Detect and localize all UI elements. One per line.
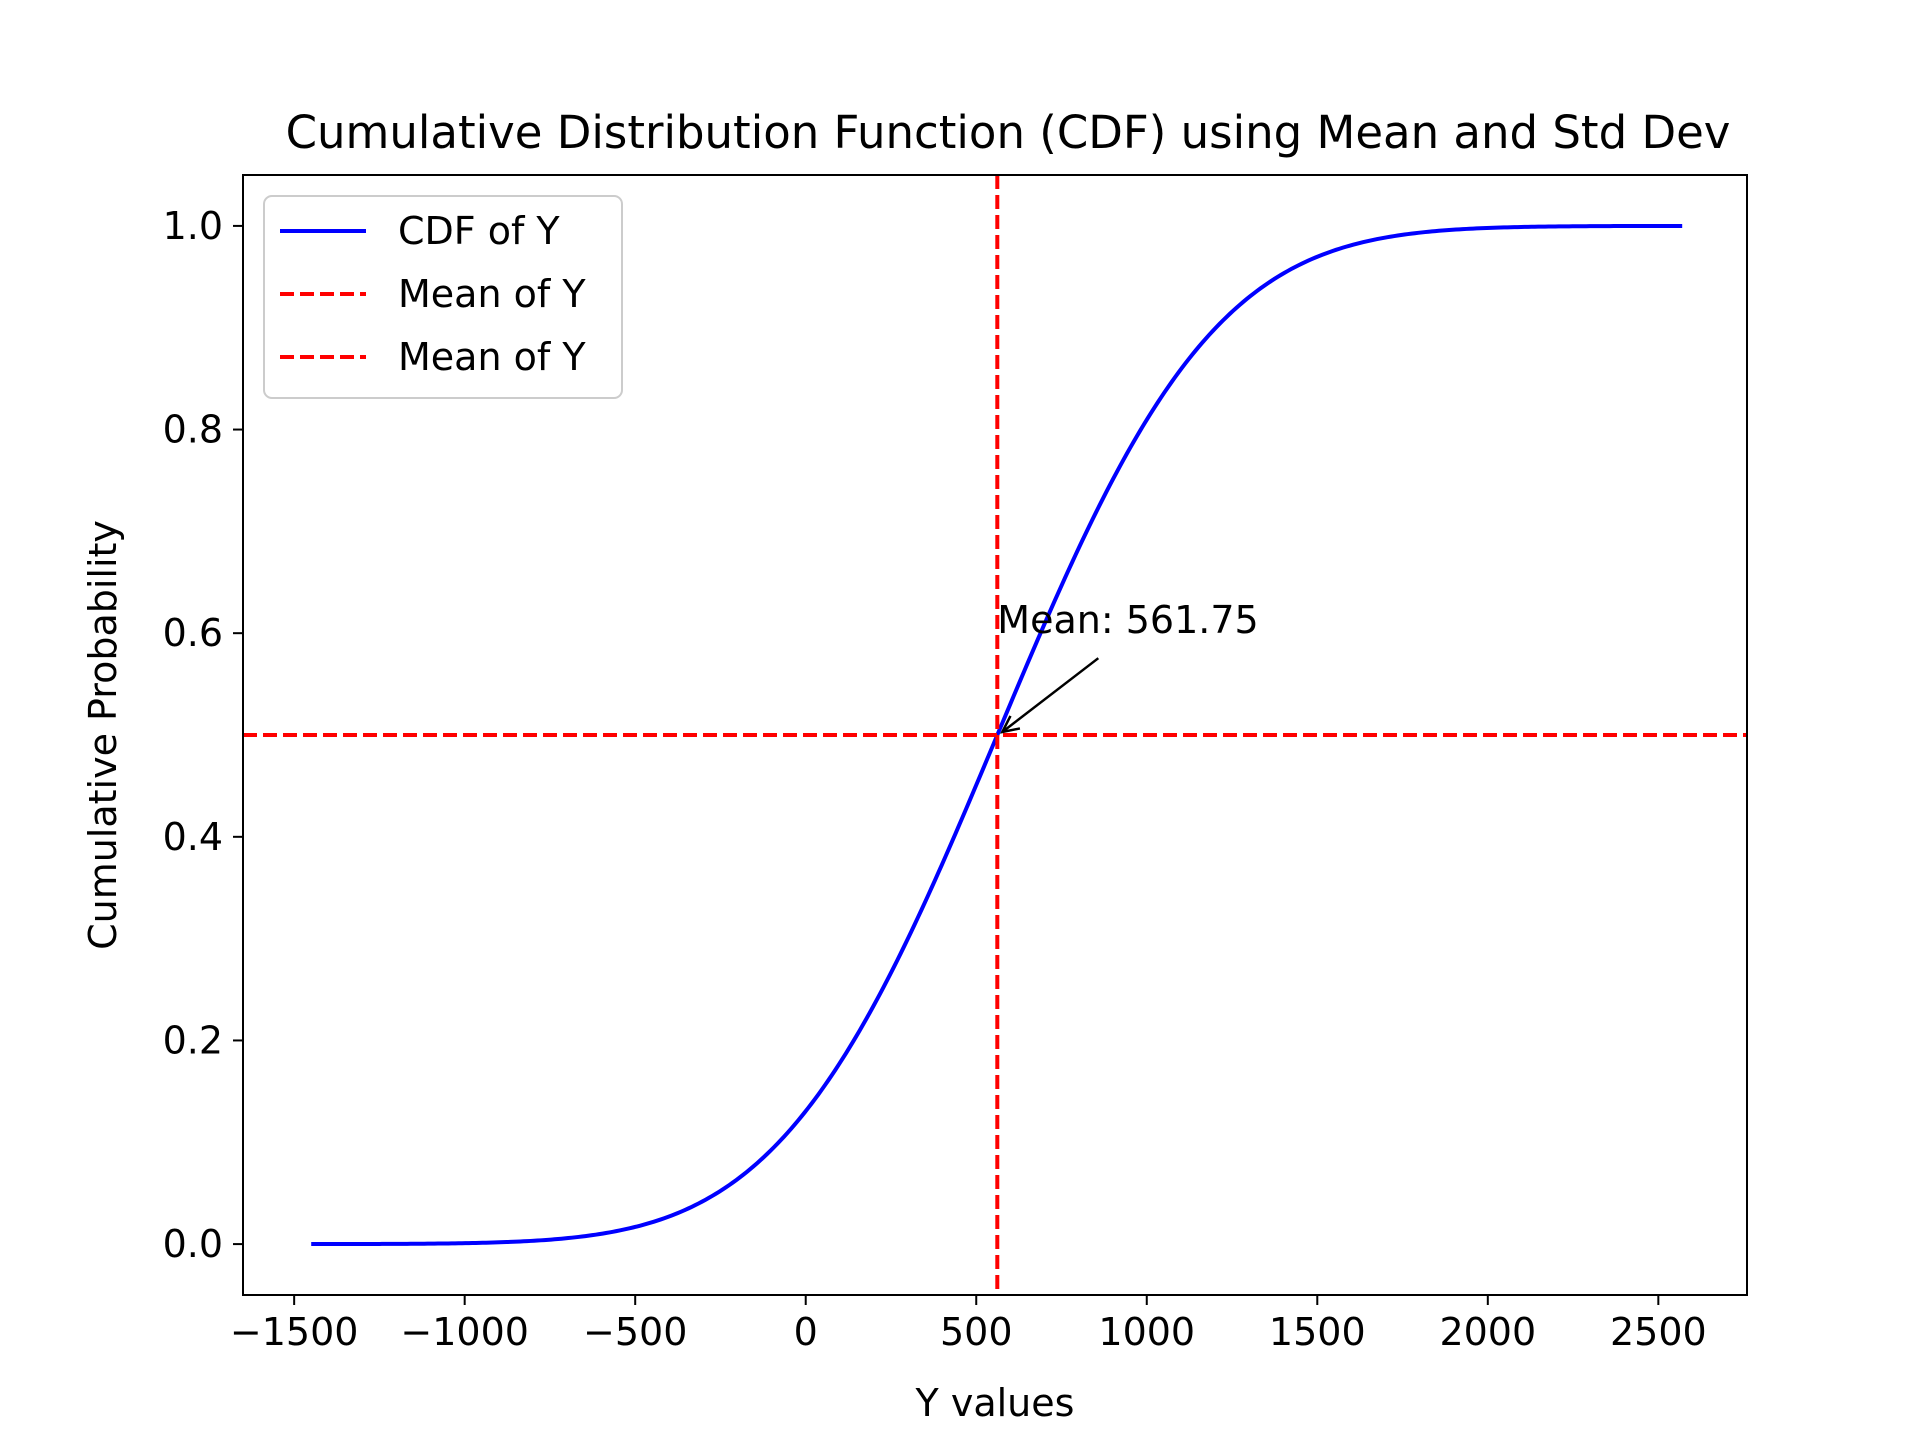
x-tick-label: −500 (583, 1310, 687, 1354)
legend-label-mean-vertical: Mean of Y (398, 272, 586, 316)
x-tick-label: 2500 (1610, 1310, 1707, 1354)
y-axis-label: Cumulative Probability (81, 520, 125, 950)
annotation-arrow-head (1000, 715, 1021, 734)
annotation-text: Mean: 561.75 (997, 598, 1258, 642)
x-tick-label: −1000 (400, 1310, 529, 1354)
y-tick-label: 0.8 (163, 408, 223, 452)
x-axis-label: Y values (915, 1381, 1075, 1425)
y-tick-label: 0.6 (163, 611, 223, 655)
annotation-arrow (1001, 657, 1100, 733)
y-axis: 0.0 0.2 0.4 0.6 0.8 1.0 (163, 204, 243, 1266)
mean-annotation: Mean: 561.75 (997, 598, 1259, 734)
y-tick-label: 0.4 (163, 815, 223, 859)
plot-area (243, 175, 1747, 1295)
legend-box (263, 195, 623, 399)
y-tick-label: 0.0 (163, 1222, 223, 1266)
legend: CDF of Y Mean of Y Mean of Y (263, 195, 623, 399)
x-tick-label: 500 (940, 1310, 1013, 1354)
x-tick-label: 2000 (1439, 1310, 1536, 1354)
x-tick-label: 0 (794, 1310, 818, 1354)
chart-title: Cumulative Distribution Function (CDF) u… (286, 106, 1731, 159)
axes-frame (242, 174, 1748, 1296)
x-axis: −1500 −1000 −500 0 500 1000 1500 2000 2500 (230, 1295, 1707, 1354)
y-tick-label: 1.0 (163, 204, 223, 248)
x-tick-label: 1000 (1098, 1310, 1195, 1354)
x-tick-label: 1500 (1269, 1310, 1366, 1354)
x-tick-label: −1500 (230, 1310, 359, 1354)
legend-label-cdf: CDF of Y (398, 209, 560, 253)
legend-label-mean-horizontal: Mean of Y (398, 335, 586, 379)
y-tick-label: 0.2 (163, 1018, 223, 1062)
